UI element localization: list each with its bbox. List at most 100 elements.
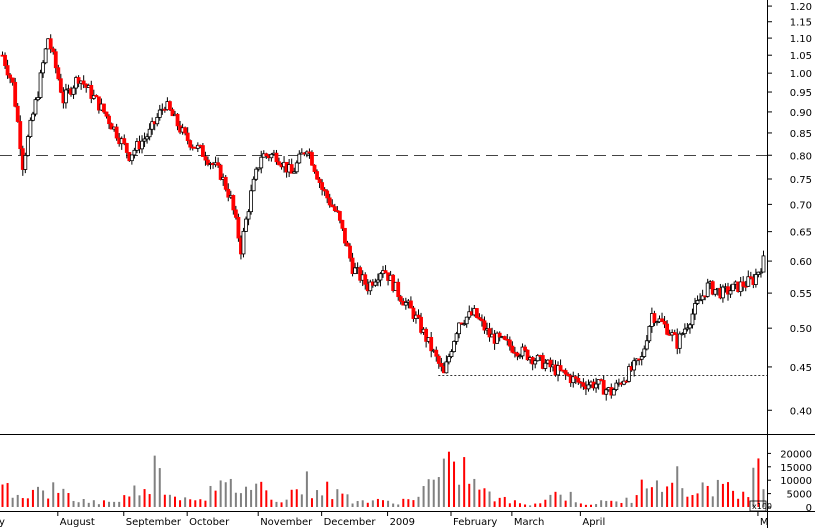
candle-body: [396, 281, 401, 298]
candle-body: [25, 136, 30, 156]
candle-body: [482, 320, 487, 331]
candle-body: [226, 188, 231, 198]
candle-body: [36, 97, 40, 101]
candle-body: [246, 211, 251, 220]
candle-body: [507, 339, 512, 347]
candle-body: [713, 289, 718, 295]
candle-body: [383, 270, 388, 274]
candle-body: [373, 281, 378, 286]
candle-body: [145, 136, 149, 140]
candle-body: [710, 281, 715, 295]
candle-body: [741, 281, 746, 287]
candle-body: [581, 382, 586, 387]
price-tick-label: 0.85: [790, 129, 812, 140]
price-tick-label: 1.10: [790, 34, 812, 45]
volume-tick-label: 5000: [787, 490, 812, 501]
candle-body: [454, 333, 459, 342]
price-tick-label: 1.15: [790, 18, 812, 29]
price-tick-label: 0.60: [790, 257, 812, 268]
candle-body: [124, 142, 129, 153]
candle-body: [236, 216, 241, 239]
candle-body: [107, 115, 111, 125]
candle-body: [325, 190, 330, 199]
candle-body: [596, 379, 601, 385]
candle-body: [434, 349, 439, 357]
candle-body: [218, 164, 223, 180]
candle-body: [292, 171, 297, 174]
candle-body: [672, 332, 677, 335]
candle-body: [3, 54, 7, 66]
time-tick-label: February: [453, 517, 497, 528]
candle-body: [114, 126, 119, 139]
candle-body: [665, 323, 670, 335]
candle-body: [464, 316, 469, 325]
candle-body: [662, 321, 667, 325]
candle-body: [274, 152, 279, 163]
candle-body: [157, 109, 162, 118]
price-tick-label: 0.70: [790, 200, 812, 211]
price-tick-label: 0.45: [790, 363, 812, 374]
candle-body: [480, 318, 484, 322]
candle-body: [277, 161, 281, 166]
candle-body: [337, 211, 342, 221]
candle-body: [327, 197, 332, 206]
volume-tick-label: 10000: [780, 476, 812, 487]
candle-body: [682, 328, 687, 335]
candle-body: [452, 341, 456, 352]
candle-body: [611, 389, 616, 396]
time-tick-label: April: [582, 517, 605, 528]
candle-body: [43, 48, 48, 64]
price-tick-label: 1.20: [790, 2, 812, 13]
candle-body: [168, 101, 172, 111]
candle-body: [310, 152, 314, 166]
candle-body: [419, 316, 423, 333]
candle-body: [13, 81, 18, 107]
price-tick-label: 0.75: [790, 175, 812, 186]
candle-body: [31, 113, 35, 121]
price-tick-label: 0.55: [790, 289, 812, 300]
volume-tick-label: 20000: [780, 449, 812, 460]
candle-body: [447, 356, 451, 363]
candle-body: [256, 167, 261, 170]
candle-body: [345, 242, 350, 247]
candle-body: [680, 333, 685, 336]
price-panel: [0, 34, 766, 401]
candle-body: [647, 326, 652, 342]
candle-body: [332, 206, 337, 212]
candle-body: [241, 230, 246, 255]
candle-body: [322, 189, 327, 192]
time-tick-label: 2009: [390, 517, 415, 528]
candle-body: [705, 282, 710, 297]
candle-body: [348, 245, 352, 259]
candle-body: [728, 290, 733, 295]
candle-body: [254, 168, 259, 180]
candle-body: [185, 132, 190, 141]
volume-scale-label: x100: [752, 502, 772, 511]
candle-body: [155, 116, 160, 125]
candle-body: [759, 271, 763, 274]
candle-body: [51, 48, 56, 53]
candle-body: [343, 227, 347, 244]
candle-body: [586, 384, 591, 390]
price-tick-label: 1.00: [790, 69, 812, 80]
candle-body: [558, 365, 563, 371]
candle-body: [436, 355, 441, 364]
candle-body: [102, 103, 106, 113]
candle-body: [48, 38, 53, 50]
candle-body: [8, 74, 13, 79]
price-tick-label: 0.95: [790, 88, 812, 99]
candle-body: [58, 78, 63, 93]
candle-body: [38, 72, 43, 98]
candle-body: [312, 164, 317, 172]
candle-body: [142, 138, 147, 142]
candle-body: [251, 178, 256, 192]
candle-body: [376, 279, 380, 283]
candle-body: [264, 153, 269, 157]
price-tick-label: 0.80: [790, 151, 812, 162]
candle-body: [289, 164, 294, 174]
candle-body: [315, 171, 319, 180]
price-tick-label: 1.05: [790, 51, 812, 62]
candle-body: [188, 140, 193, 148]
candle-body: [195, 144, 200, 149]
